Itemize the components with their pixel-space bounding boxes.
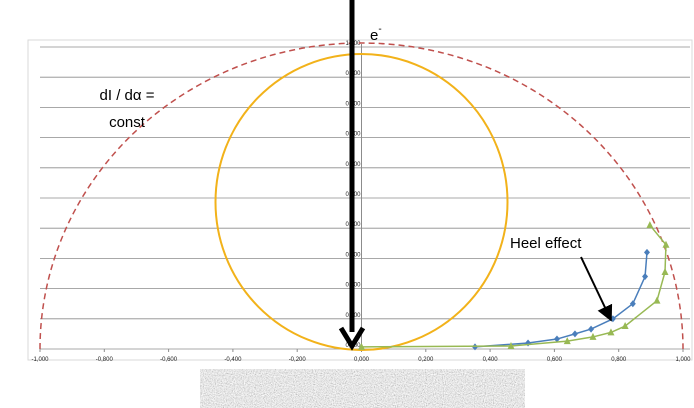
- x-tick-label: -0,800: [96, 357, 114, 363]
- triangle-marker: [589, 332, 597, 340]
- x-tick-label: 0,000: [354, 357, 370, 363]
- diamond-marker: [571, 330, 578, 338]
- orange-circle: [214, 53, 509, 351]
- diamond-marker: [642, 273, 649, 281]
- heel-label: Heel effect: [510, 235, 582, 252]
- x-tick-label: -0,600: [160, 357, 178, 363]
- series-line: [361, 224, 667, 348]
- triangle-marker: [653, 296, 661, 304]
- diamond-marker: [553, 335, 560, 343]
- x-tick-label: -1,000: [31, 357, 49, 363]
- electron-text: e: [370, 27, 378, 44]
- x-tick-label: 0,800: [611, 357, 627, 363]
- diamond-marker: [629, 300, 636, 308]
- x-tick-label: -0,400: [224, 357, 242, 363]
- formula-line: const: [109, 114, 146, 131]
- diamond-marker: [588, 325, 595, 333]
- electron-label: e-: [370, 24, 382, 44]
- dashed-semicircle: [39, 42, 684, 350]
- x-tick-label: -0,200: [289, 357, 307, 363]
- triangle-marker: [646, 221, 654, 229]
- triangle-marker: [621, 322, 629, 330]
- electron-beam-head: [338, 326, 366, 351]
- plot-frame: [27, 39, 693, 361]
- heel-arrow: [580, 256, 613, 322]
- triangle-marker: [358, 342, 365, 350]
- x-tick-label: 0,400: [483, 357, 499, 363]
- triangle-marker: [607, 328, 615, 336]
- electron-sup: -: [378, 24, 381, 35]
- triangle-marker: [507, 341, 515, 349]
- formula-line: dI / dα =: [100, 87, 155, 104]
- series-line: [474, 252, 648, 348]
- diamond-marker: [643, 248, 650, 256]
- x-tick-label: 0,600: [547, 357, 563, 363]
- triangle-marker: [661, 267, 669, 275]
- triangle-marker: [662, 240, 670, 248]
- x-tick-label: 1,000: [675, 357, 691, 363]
- triangle-marker: [563, 337, 571, 345]
- target-image: [200, 369, 525, 408]
- x-tick-label: 0,200: [418, 357, 434, 363]
